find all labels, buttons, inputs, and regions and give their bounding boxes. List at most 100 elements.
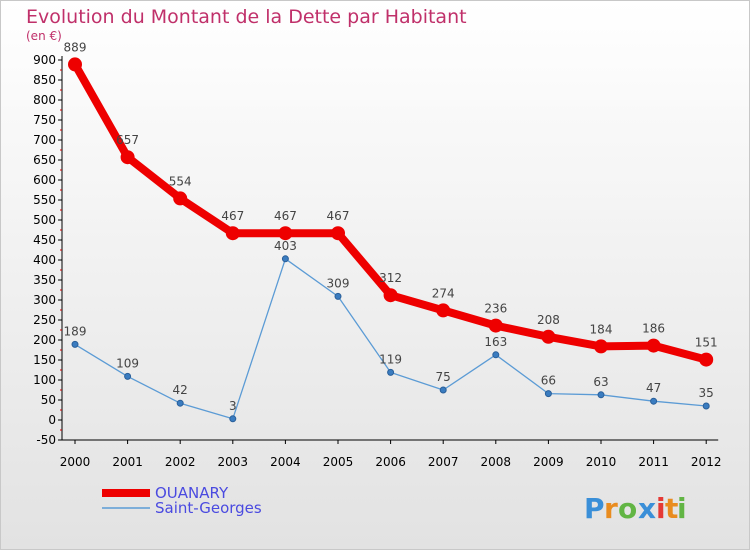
y-tick-label: 200	[33, 333, 56, 347]
x-tick-label: 2011	[638, 455, 669, 469]
data-point-saint-georges	[334, 292, 342, 300]
y-tick-label: 50	[41, 393, 56, 407]
data-label-ouanary: 236	[484, 302, 507, 316]
data-point-ouanary	[225, 226, 240, 241]
data-point-saint-georges	[229, 415, 237, 423]
svg-text:i: i	[677, 492, 687, 525]
chart-title: Evolution du Montant de la Dette par Hab…	[26, 6, 467, 28]
data-label-saint-georges: 189	[64, 324, 87, 338]
y-tick-label: 300	[33, 293, 56, 307]
data-label-ouanary: 186	[642, 322, 665, 336]
y-tick-label: 550	[33, 193, 56, 207]
y-tick-label: 250	[33, 313, 56, 327]
x-tick-label: 2005	[323, 455, 354, 469]
data-label-ouanary: 467	[221, 209, 244, 223]
data-label-ouanary: 312	[379, 271, 402, 285]
data-point-ouanary	[383, 288, 398, 303]
y-tick-label: 350	[33, 273, 56, 287]
svg-text:i: i	[656, 492, 666, 525]
data-label-saint-georges: 163	[484, 335, 507, 349]
data-label-saint-georges: 42	[173, 383, 188, 397]
data-label-saint-georges: 66	[541, 374, 556, 388]
x-tick-label: 2007	[428, 455, 459, 469]
data-label-ouanary: 184	[590, 322, 613, 336]
data-point-saint-georges	[544, 390, 552, 398]
svg-text:o: o	[618, 492, 637, 525]
data-point-ouanary	[436, 303, 451, 318]
data-point-ouanary	[488, 318, 503, 333]
data-point-saint-georges	[124, 372, 132, 380]
x-tick-label: 2000	[60, 455, 91, 469]
data-point-saint-georges	[439, 386, 447, 394]
data-point-saint-georges	[650, 397, 658, 405]
data-point-saint-georges	[71, 340, 79, 348]
data-label-saint-georges: 109	[116, 356, 139, 370]
svg-text:r: r	[604, 492, 618, 525]
y-tick-label: 500	[33, 213, 56, 227]
x-tick-label: 2004	[270, 455, 301, 469]
x-tick-label: 2012	[691, 455, 722, 469]
y-tick-label: 850	[33, 73, 56, 87]
y-tick-label: 450	[33, 233, 56, 247]
data-point-ouanary	[331, 226, 345, 241]
y-tick-label: 0	[48, 413, 56, 427]
y-tick-label: 100	[33, 373, 56, 387]
data-label-saint-georges: 3	[229, 399, 237, 413]
data-label-ouanary: 151	[695, 336, 718, 350]
data-point-ouanary	[173, 191, 188, 206]
svg-text:t: t	[665, 492, 678, 525]
data-point-ouanary	[646, 338, 661, 353]
data-label-saint-georges: 119	[379, 352, 402, 366]
data-label-ouanary: 889	[64, 40, 87, 54]
axes: -50 0 50 100 150 200 250 300 350 400 450 500 550 600 6…	[33, 53, 721, 469]
data-point-ouanary	[278, 226, 293, 241]
x-tick-label: 2006	[375, 455, 406, 469]
svg-text:x: x	[638, 492, 656, 525]
data-point-ouanary	[68, 57, 82, 72]
x-tick-label: 2003	[218, 455, 249, 469]
data-point-saint-georges	[281, 255, 289, 263]
data-label-saint-georges: 75	[436, 370, 451, 384]
data-point-ouanary	[594, 339, 608, 354]
legend: OUANARY Saint-Georges	[102, 484, 262, 517]
data-point-saint-georges	[387, 368, 395, 376]
y-tick-label: -50	[36, 433, 56, 447]
data-label-saint-georges: 47	[646, 381, 661, 395]
x-tick-label: 2008	[481, 455, 512, 469]
legend-label-saint-georges: Saint-Georges	[155, 499, 262, 517]
x-tick-label: 2001	[112, 455, 143, 469]
data-label-saint-georges: 63	[593, 375, 608, 389]
y-tick-label: 800	[33, 93, 56, 107]
data-point-saint-georges	[492, 351, 500, 359]
y-tick-label: 700	[33, 133, 56, 147]
data-label-ouanary: 467	[274, 209, 297, 223]
data-point-ouanary	[699, 352, 714, 367]
y-tick-label: 600	[33, 173, 56, 187]
series-layer	[68, 57, 714, 423]
data-label-saint-georges: 403	[274, 239, 297, 253]
data-point-saint-georges	[597, 391, 605, 399]
data-label-saint-georges: 309	[327, 276, 350, 290]
data-label-ouanary: 467	[327, 209, 350, 223]
data-point-ouanary	[541, 329, 556, 344]
data-label-ouanary: 274	[432, 286, 455, 300]
data-label-saint-georges: 35	[699, 386, 714, 400]
data-labels: 189 109 42 3 403 309 119 75 163 66 63 47 35 889 657 554…	[64, 40, 718, 412]
x-tick-label: 2009	[533, 455, 564, 469]
svg-text:P: P	[584, 492, 605, 525]
x-tick-label: 2010	[586, 455, 617, 469]
y-tick-label: 150	[33, 353, 56, 367]
data-point-saint-georges	[176, 399, 184, 407]
x-tick-label: 2002	[165, 455, 196, 469]
data-point-ouanary	[120, 150, 135, 165]
data-point-saint-georges	[702, 402, 710, 410]
proxiti-logo: P r o x i t i	[584, 492, 687, 525]
y-tick-label: 750	[33, 113, 56, 127]
data-label-ouanary: 208	[537, 313, 560, 327]
data-label-ouanary: 657	[116, 133, 139, 147]
chart-subtitle: (en €)	[26, 29, 62, 43]
y-tick-label: 650	[33, 153, 56, 167]
y-tick-label: 900	[33, 53, 56, 67]
